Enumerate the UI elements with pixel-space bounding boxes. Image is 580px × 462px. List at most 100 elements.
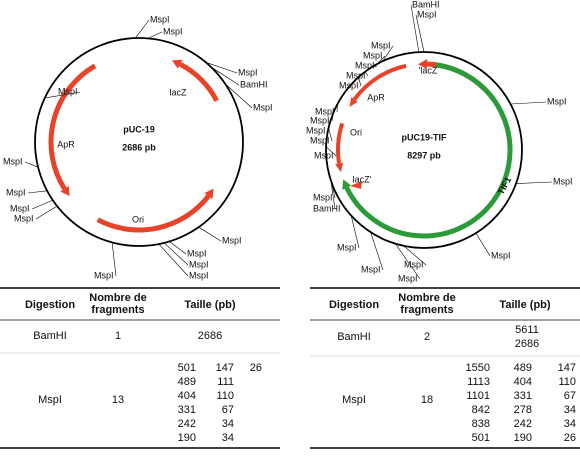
fragment-size: 147	[216, 362, 234, 374]
table-header: Taille (pb)	[499, 299, 550, 311]
site-label: MspI	[238, 67, 258, 77]
fragment-size: 111	[217, 376, 234, 388]
fragment-size: 34	[222, 432, 234, 444]
site-label: MspI	[361, 264, 381, 274]
fragment-size: 34	[222, 418, 234, 430]
site-tick	[169, 241, 187, 255]
fragment-size: 1101	[466, 390, 490, 402]
site-label: MspI	[315, 106, 335, 116]
site-tick	[358, 77, 362, 87]
site-tick	[376, 55, 386, 65]
site-tick	[364, 71, 369, 77]
site-label: MspI	[189, 270, 209, 280]
fragment-size: 110	[558, 376, 576, 388]
site-tick	[24, 161, 39, 168]
site-tick	[325, 146, 337, 157]
fragment-size: 190	[514, 432, 532, 444]
feature-arc	[48, 63, 97, 191]
fragment-size: 842	[472, 404, 490, 416]
fragment-size: 5611	[515, 324, 539, 336]
fragment-size: 34	[564, 418, 576, 430]
site-tick	[158, 243, 189, 277]
plasmid-size: 8297 pb	[407, 150, 441, 160]
site-tick	[31, 199, 53, 210]
fragment-size: 489	[178, 376, 196, 388]
fragment-size: 26	[564, 432, 576, 444]
site-tick	[44, 91, 81, 99]
site-label: MspI	[3, 156, 23, 166]
feature-label: Ori	[132, 214, 144, 224]
site-label: MspI	[313, 192, 333, 202]
fragment-size: 501	[178, 362, 196, 374]
site-tick	[510, 101, 547, 105]
site-tick	[211, 66, 240, 86]
lacz-marker	[350, 181, 362, 189]
site-tick	[327, 119, 332, 132]
site-tick	[330, 180, 336, 210]
site-tick	[410, 4, 420, 53]
site-tick	[331, 111, 335, 122]
site-label: MspI	[187, 248, 207, 258]
enzyme: BamHI	[337, 331, 371, 343]
arrow-head	[349, 97, 358, 107]
fragment-size: 26	[250, 362, 262, 374]
site-tick	[475, 232, 491, 257]
site-label: BamHI	[240, 79, 268, 89]
table-header: Nombre de fragments	[89, 292, 146, 316]
plasmid-size: 2686 pb	[122, 142, 156, 152]
enzyme: MspI	[342, 394, 366, 406]
feature-arc	[336, 122, 345, 164]
table-header: Digestion	[329, 299, 379, 311]
arrow-head	[204, 188, 214, 200]
fragment-size: 489	[514, 362, 532, 374]
fragment-size: 1550	[466, 362, 490, 374]
fragment-size: 2686	[515, 338, 539, 350]
fragment-size: 110	[216, 390, 234, 402]
plasmid-name: pUC19-TIF	[402, 132, 448, 142]
table-header: Nombre de fragments	[398, 292, 455, 316]
fragment-size: 242	[178, 418, 196, 430]
site-label: MspI	[222, 235, 242, 245]
site-tick	[225, 83, 253, 109]
site-label: MspI	[306, 125, 326, 135]
site-label: MspI	[371, 40, 391, 50]
enzyme: MspI	[38, 394, 62, 406]
site-label: MspI	[310, 115, 330, 125]
site-tick	[370, 232, 384, 271]
site-label: MspI	[337, 242, 357, 252]
feature-arc	[344, 62, 513, 239]
site-tick	[328, 127, 333, 142]
site-tick	[111, 242, 117, 277]
enzyme: BamHI	[33, 330, 67, 342]
site-tick	[135, 19, 150, 39]
site-label: MspI	[314, 150, 334, 160]
fragment-size: 190	[178, 432, 196, 444]
site-tick	[163, 242, 189, 266]
feature-arc	[178, 61, 219, 102]
site-label: BamHI	[412, 0, 440, 9]
site-tick	[147, 31, 163, 39]
site-tick	[35, 205, 58, 220]
feature-arc	[352, 63, 407, 101]
site-tick	[331, 183, 336, 199]
site-tick	[205, 62, 238, 74]
site-label: MspI	[150, 14, 170, 24]
fragment-size: 147	[558, 362, 576, 374]
site-label: MspI	[363, 50, 383, 60]
site-label: MspI	[553, 176, 573, 186]
fragment-size: 242	[514, 418, 532, 430]
fragment-size: 278	[514, 404, 532, 416]
fragment-size: 404	[178, 390, 196, 402]
feature-label: lacZ'	[353, 174, 372, 184]
fragment-size: 34	[564, 404, 576, 416]
site-label: MspI	[398, 273, 418, 283]
site-label: MspI	[404, 259, 424, 269]
table-header: Taille (pb)	[184, 299, 235, 311]
plasmid-circle	[34, 37, 244, 247]
site-label: MspI	[58, 86, 78, 96]
site-label: MspI	[346, 70, 366, 80]
arrow-head	[171, 59, 183, 69]
fragment-count: 1	[115, 330, 121, 342]
site-tick	[370, 65, 378, 69]
